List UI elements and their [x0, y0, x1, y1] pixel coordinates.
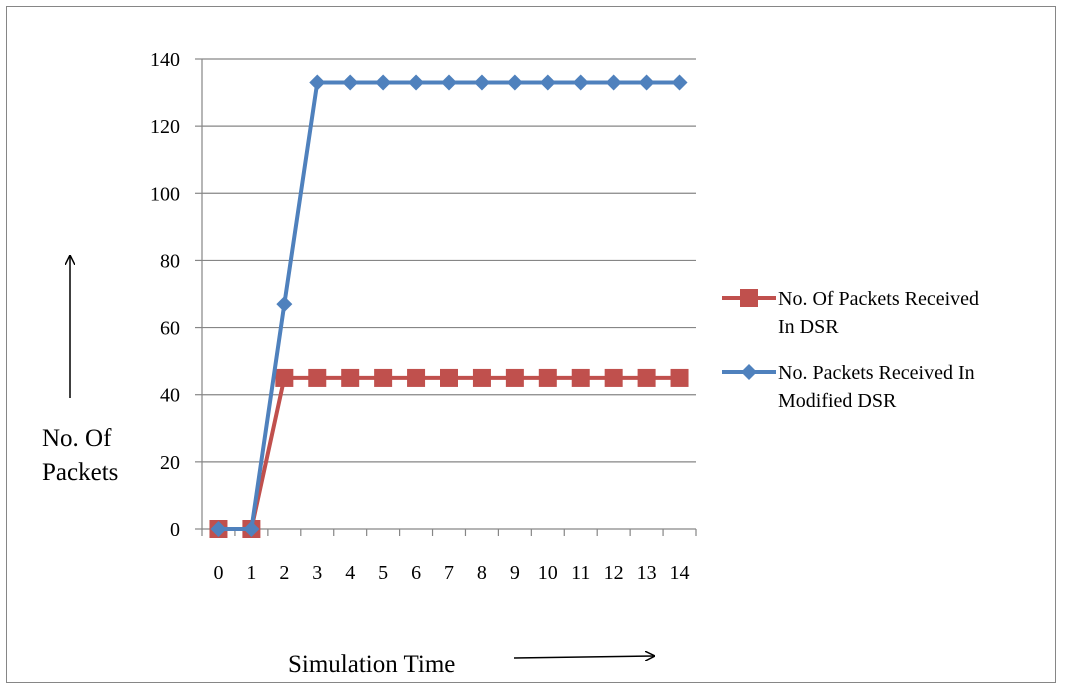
- data-point-1: [375, 74, 392, 91]
- x-tick-label: 13: [637, 562, 657, 584]
- data-point-1: [671, 74, 688, 91]
- data-point-0: [440, 368, 458, 387]
- data-point-0: [275, 368, 294, 387]
- data-point-0: [374, 368, 393, 387]
- legend-layer: No. Of Packets Received In DSR No. Packets…: [722, 288, 979, 412]
- legend-label-1-line-1: No. Packets Received In: [778, 362, 975, 384]
- data-point-1: [243, 521, 260, 537]
- x-tick-label: 8: [477, 562, 487, 584]
- x-tick-label: 9: [510, 562, 520, 584]
- legend-label-0-line-1: No. Of Packets Received: [778, 288, 979, 310]
- data-point-0: [604, 368, 623, 387]
- data-point-0: [407, 368, 426, 387]
- y-tick-label: 0: [170, 519, 180, 541]
- chart-frame: [6, 6, 1056, 683]
- series-line-0: [218, 375, 680, 531]
- data-point-1: [605, 74, 622, 91]
- legend-label-0-line-2: In DSR: [778, 316, 839, 338]
- x-tick-label: 2: [279, 562, 289, 584]
- y-axis-label-line-1: No. Of: [42, 425, 112, 452]
- grid-layer: [202, 58, 696, 463]
- data-point-0: [637, 368, 656, 387]
- data-point-0: [670, 368, 689, 387]
- x-tick-label: 4: [345, 562, 355, 584]
- legend-swatch-marker-1: [741, 364, 757, 380]
- data-point-1: [210, 521, 227, 537]
- data-point-0: [538, 368, 557, 387]
- x-tick-label: 10: [538, 562, 558, 584]
- x-tick-label: 3: [312, 562, 322, 584]
- x-tick-label: 12: [604, 562, 624, 584]
- legend-swatch-marker-0: [740, 289, 758, 307]
- data-point-0: [341, 368, 360, 387]
- data-point-0: [571, 368, 590, 387]
- x-axis-label: Simulation Time: [288, 651, 455, 678]
- x-tick-label: 11: [571, 562, 590, 584]
- y-tick-label: 40: [160, 385, 180, 407]
- data-point-1: [539, 74, 556, 91]
- y-tick-label: 20: [160, 452, 180, 474]
- data-point-1: [408, 74, 425, 91]
- y-tick-label: 140: [150, 49, 180, 71]
- y-tick-label: 100: [150, 183, 180, 205]
- data-point-1: [572, 74, 589, 91]
- x-tick-label: 6: [411, 562, 421, 584]
- y-tick-label: 80: [160, 250, 180, 272]
- y-tick-label: 60: [160, 318, 180, 340]
- x-axis-arrow: [513, 656, 654, 658]
- data-point-1: [506, 74, 523, 91]
- data-point-1: [441, 74, 457, 91]
- x-tick-label: 14: [670, 562, 690, 584]
- data-point-0: [472, 368, 491, 387]
- x-tick-label: 0: [213, 562, 223, 584]
- data-point-1: [276, 296, 293, 313]
- x-tick-label: 7: [444, 562, 454, 584]
- series-layer: [209, 74, 689, 538]
- data-point-1: [342, 74, 359, 91]
- label-layer: No. Of Packets Simulation Time: [42, 256, 654, 678]
- x-tick-label: 1: [246, 562, 256, 584]
- legend-label-1-line-2: Modified DSR: [778, 390, 897, 412]
- data-point-1: [309, 74, 326, 91]
- y-tick-label: 120: [150, 116, 180, 138]
- data-point-1: [638, 74, 655, 91]
- data-point-0: [308, 368, 327, 387]
- data-point-0: [505, 368, 524, 387]
- data-point-1: [473, 74, 490, 91]
- x-tick-label: 5: [378, 562, 388, 584]
- y-axis-label-line-2: Packets: [42, 459, 118, 486]
